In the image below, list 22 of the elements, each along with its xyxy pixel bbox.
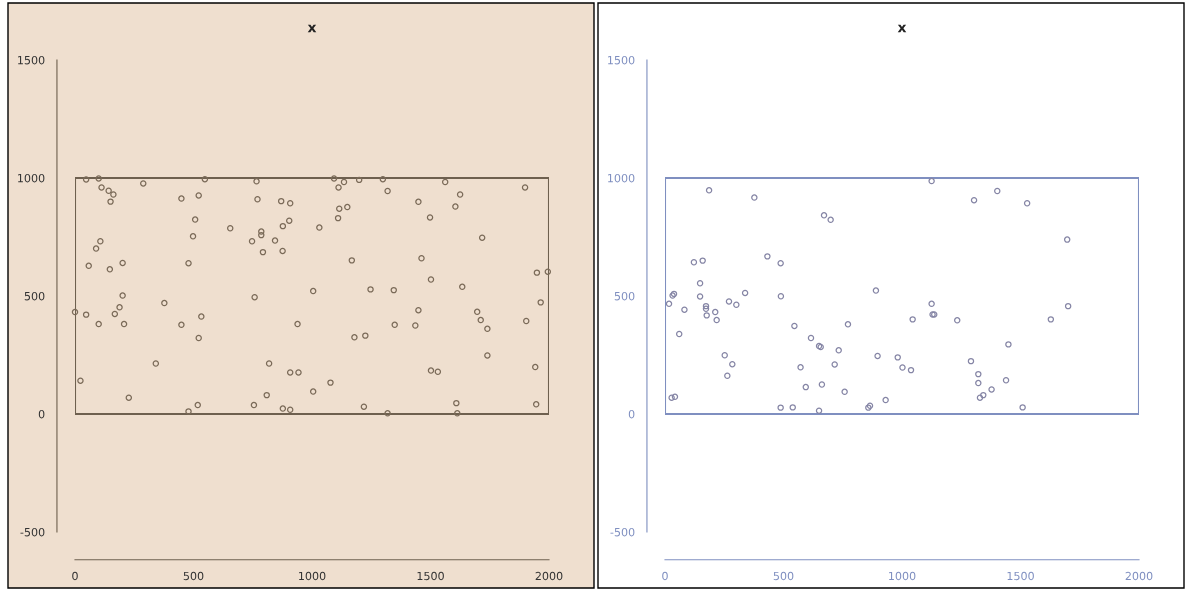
x-tick-label: 1000 (299, 571, 326, 581)
y-tick-label: 1000 (18, 173, 45, 183)
chart-title: x (897, 24, 907, 33)
x-tick-label: 500 (183, 571, 204, 581)
y-tick-label: -500 (20, 527, 45, 537)
x-tick-label: 2000 (535, 571, 563, 581)
y-tick-label: 1500 (18, 55, 45, 65)
x-tick-label: 0 (662, 571, 668, 581)
y-tick-label: 0 (628, 409, 635, 419)
x-tick-label: 500 (773, 571, 794, 581)
x-tick-label: 1000 (889, 571, 916, 581)
x-tick-label: 1500 (417, 571, 444, 581)
y-tick-label: 500 (614, 291, 635, 301)
y-tick-label: -500 (610, 527, 635, 537)
x-tick-label: 2000 (1125, 571, 1153, 581)
x-tick-label: 0 (72, 571, 78, 581)
y-tick-label: 500 (24, 291, 45, 301)
x-tick-label: 1500 (1007, 571, 1034, 581)
chart-title: x (307, 24, 317, 33)
y-tick-label: 1500 (608, 55, 635, 65)
y-tick-label: 1000 (608, 173, 635, 183)
y-tick-label: 0 (38, 409, 45, 419)
